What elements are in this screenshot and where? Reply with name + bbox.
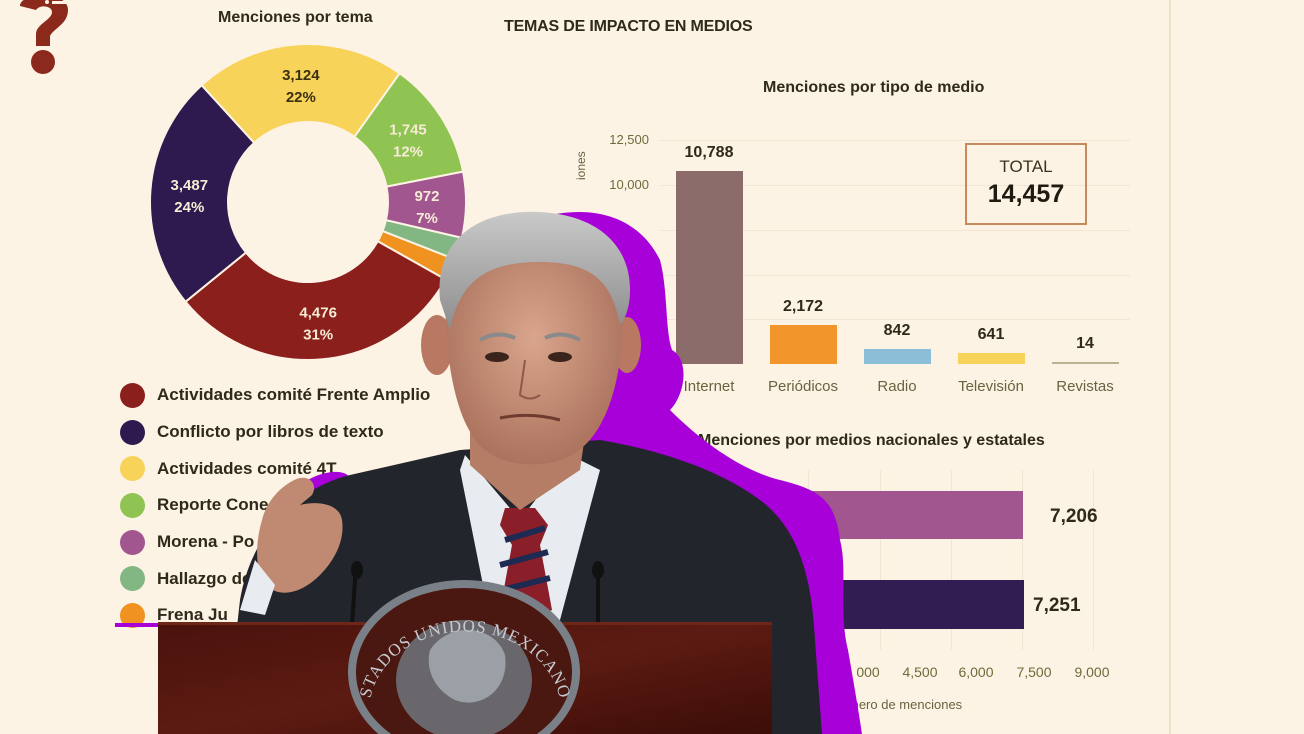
question-mark-bird-icon [20, 0, 70, 74]
donut-slice [149, 83, 256, 304]
bar-chart-title: Menciones por tipo de medio [763, 79, 985, 96]
hbar-2 [667, 580, 1024, 629]
slice-label: 972 [414, 188, 439, 205]
bar-internet [676, 170, 743, 364]
slice-label: 24% [174, 199, 204, 216]
legend-dot-icon [120, 566, 145, 592]
slice-label: 7% [416, 210, 438, 227]
bar-value: 10,788 [684, 143, 734, 161]
bar-value: 2,172 [782, 298, 824, 316]
bar-chart-y-axis-label: iones [574, 151, 588, 180]
slice-label: 1,745 [389, 122, 427, 139]
legend-item: Frena Ju [120, 597, 430, 634]
bar-value: 842 [883, 321, 911, 339]
legend-label: Frena Ju [157, 605, 228, 625]
legend-dot-icon [120, 602, 145, 628]
right-divider [1169, 0, 1171, 734]
gridline [880, 470, 881, 650]
legend-dot-icon [120, 529, 145, 555]
gridline [660, 140, 1130, 141]
legend-dot-icon [120, 382, 145, 408]
podium [158, 622, 772, 734]
legend-label: Actividades comité 4T [157, 458, 337, 478]
x-tick: 7,500 [1016, 664, 1052, 680]
legend-label: Hallazgo de [157, 568, 252, 588]
legend-item: Morena - Po [120, 524, 430, 561]
legend-dot-icon [120, 492, 145, 518]
gridline [660, 319, 1130, 320]
x-tick: 9,000 [1074, 664, 1110, 680]
slice-label: 22% [286, 89, 316, 106]
gridline [660, 185, 1130, 186]
donut-chart: 3,124 22% 1,745 12% 972 7% 4,476 31% 3,487 24% [149, 43, 467, 361]
slice-label: 3,487 [171, 177, 209, 194]
y-tick: 10,000 [609, 177, 649, 192]
x-tick: 4,500 [902, 664, 938, 680]
legend-label: Morena - Po [157, 532, 255, 552]
legend-label: Reporte Cone [157, 495, 269, 515]
donut-legend: Actividades comité Frente Amplio Conflic… [120, 377, 430, 634]
gridline [1022, 470, 1023, 650]
tie [500, 508, 552, 625]
legend-dot-icon [120, 456, 145, 482]
hbar-1 [667, 491, 1023, 539]
legend-label: Actividades comité Frente Amplio [157, 385, 431, 405]
slice-label: 12% [393, 144, 423, 161]
legend-item: Reporte Cone [120, 487, 430, 524]
page-title: TEMAS DE IMPACTO EN MEDIOS [504, 18, 753, 35]
gridline [660, 230, 1130, 231]
y-tick: 12,500 [609, 132, 649, 147]
total-label: TOTAL [999, 157, 1053, 176]
bar-revistas [1052, 362, 1119, 364]
legend-dot-icon [120, 419, 145, 445]
hbar-value: 7,206 [1050, 506, 1098, 527]
donut-chart-title: Menciones por tema [218, 9, 373, 26]
bar-category-label: Revistas [1056, 378, 1114, 395]
gridline [660, 275, 1130, 276]
bar-value: 14 [1076, 335, 1094, 352]
hbar-chart-title: Menciones por medios nacionales y estata… [698, 432, 1045, 449]
legend-item: Conflicto por libros de texto [120, 414, 430, 451]
bar-periódicos [770, 325, 837, 364]
donut-slice [184, 239, 448, 361]
bar-category-label: Radio [877, 378, 917, 395]
legend-item: Hallazgo de [120, 560, 430, 597]
bar-televisión [958, 352, 1025, 364]
gridline [1093, 470, 1094, 650]
slice-label: 4,476 [299, 305, 337, 322]
slice-label: 3,124 [282, 67, 320, 84]
bar-radio [864, 348, 931, 364]
total-box: TOTAL 14,457 [965, 143, 1087, 225]
x-tick: 6,000 [958, 664, 994, 680]
x-tick: 000 [856, 664, 880, 680]
slice-label: 31% [303, 327, 333, 344]
gridline [951, 470, 952, 650]
legend-item: Actividades comité Frente Amplio [120, 377, 430, 414]
legend-label: Conflicto por libros de texto [157, 422, 384, 442]
total-value: 14,457 [987, 180, 1065, 208]
bar-value: 641 [977, 325, 1005, 343]
bar-category-label: Televisión [958, 378, 1024, 395]
hbar-x-axis-label: mero de menciones [848, 697, 963, 712]
legend-item: Actividades comité 4T [120, 450, 430, 487]
donut-slice [200, 43, 402, 145]
hbar-value: 7,251 [1033, 595, 1081, 616]
